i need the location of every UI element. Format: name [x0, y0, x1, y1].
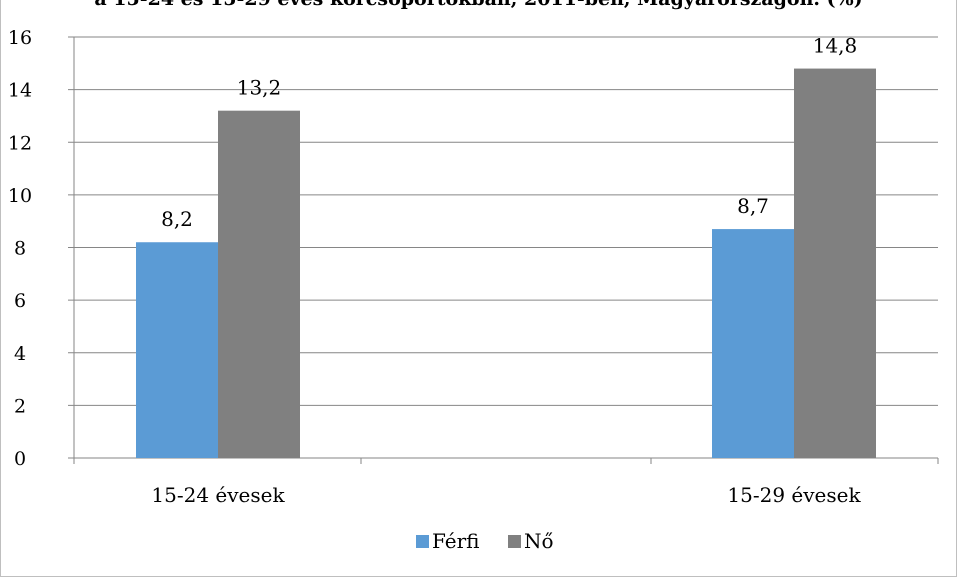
- bar-f-rfi-2: [712, 229, 794, 458]
- y-tick-label: 8: [14, 238, 26, 260]
- y-tick-label: 6: [14, 290, 26, 312]
- bar-n--2: [794, 68, 876, 458]
- data-label: 13,2: [237, 76, 282, 100]
- data-label: 8,2: [161, 207, 193, 231]
- y-tick-label: 4: [14, 343, 26, 365]
- y-tick-label: 14: [8, 80, 32, 102]
- data-label: 8,7: [737, 194, 769, 218]
- x-category-label: 15-24 évesek: [151, 483, 285, 507]
- y-tick-label: 12: [8, 132, 32, 154]
- data-label: 14,8: [813, 34, 858, 58]
- legend-label: Nő: [524, 529, 554, 553]
- y-tick-label: 2: [14, 395, 26, 417]
- bar-n--1: [218, 110, 300, 459]
- chart-title: a 15-24 és 15-29 éves korcsoportokban, 2…: [0, 0, 957, 10]
- legend-swatch: [416, 535, 429, 548]
- legend-label: Férfi: [432, 529, 480, 553]
- y-tick-label: 0: [14, 448, 26, 470]
- bar-f-rfi-1: [136, 242, 218, 458]
- y-tick-label: 16: [8, 27, 32, 49]
- y-tick-label: 10: [8, 185, 32, 207]
- legend-swatch: [508, 535, 521, 548]
- x-category-label: 15-29 évesek: [727, 483, 861, 507]
